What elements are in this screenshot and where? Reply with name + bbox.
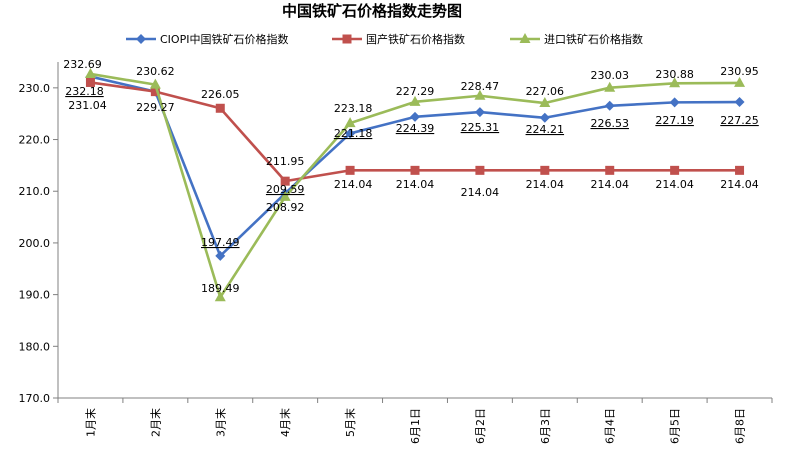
x-tick-label: 4月末 (278, 408, 292, 437)
data-point-square (735, 165, 745, 175)
legend-item-2: 进口铁矿石价格指数 (510, 32, 643, 46)
data-label: 228.47 (461, 80, 500, 93)
y-tick-label: 210.0 (19, 185, 51, 198)
data-label: 229.27 (136, 101, 175, 114)
data-labels: 232.18 229.27 197.49 209.59 221.18 224.39 225.… (63, 58, 759, 295)
data-label: 214.04 (526, 178, 565, 191)
x-tick-label: 3月末 (213, 408, 227, 437)
data-point-diamond (136, 34, 146, 44)
data-label: 197.49 (201, 236, 240, 249)
data-point-triangle (734, 76, 746, 87)
data-point-triangle (344, 117, 356, 128)
legend-label: 进口铁矿石价格指数 (544, 32, 643, 46)
data-label: 208.92 (266, 201, 305, 214)
x-tick-label: 2月末 (148, 408, 162, 437)
data-point-triangle (604, 81, 616, 92)
data-point-square (342, 34, 352, 44)
data-point-square (475, 165, 485, 175)
data-point-triangle (539, 97, 551, 108)
series-1 (85, 77, 745, 186)
data-label: 227.29 (396, 85, 435, 98)
y-tick-label: 230.0 (19, 82, 51, 95)
data-point-diamond (669, 97, 680, 108)
data-label: 232.69 (63, 58, 102, 71)
legend-item-0: CIOPI中国铁矿石价格指数 (126, 32, 288, 46)
data-point-square (345, 165, 355, 175)
data-label: 224.39 (396, 122, 435, 135)
data-point-square (85, 77, 95, 87)
data-label: 225.31 (461, 121, 500, 134)
x-tick-label: 6月5日 (669, 408, 682, 444)
data-point-diamond (215, 250, 226, 261)
data-label: 214.04 (655, 178, 694, 191)
data-label: 224.21 (526, 123, 565, 136)
data-label: 214.04 (334, 178, 373, 191)
data-point-triangle (214, 291, 226, 302)
data-label: 189.49 (201, 282, 240, 295)
data-point-diamond (539, 112, 550, 123)
data-label: 230.88 (655, 68, 694, 81)
chart-title: 中国铁矿石价格指数走势图 (282, 2, 462, 20)
data-label: 211.95 (266, 155, 305, 168)
data-label: 232.18 (65, 85, 104, 98)
series-2 (84, 67, 746, 302)
data-label: 226.53 (590, 117, 629, 130)
data-label: 223.18 (334, 102, 373, 115)
data-point-diamond (410, 111, 420, 122)
data-point-triangle (409, 95, 421, 106)
legend-label: 国产铁矿石价格指数 (366, 32, 465, 46)
y-tick-label: 200.0 (19, 237, 51, 250)
x-tick-label: 6月4日 (604, 408, 617, 444)
data-point-square (410, 165, 420, 175)
legend: CIOPI中国铁矿石价格指数 国产铁矿石价格指数 进口铁矿石价格指数 (126, 32, 643, 46)
data-point-triangle (669, 77, 681, 88)
legend-item-1: 国产铁矿石价格指数 (332, 32, 465, 46)
legend-label: CIOPI中国铁矿石价格指数 (160, 32, 288, 46)
data-point-square (280, 176, 290, 186)
data-point-triangle (149, 78, 161, 89)
x-tick-label: 6月8日 (734, 408, 747, 444)
data-point-square (150, 87, 160, 97)
data-point-diamond (345, 128, 356, 139)
data-label: 209.59 (266, 183, 305, 196)
data-point-square (540, 165, 550, 175)
data-label: 227.06 (526, 85, 565, 98)
data-point-square (605, 165, 615, 175)
x-tick-label: 6月1日 (409, 408, 422, 444)
x-tick-label: 1月末 (83, 408, 97, 437)
x-tick-label: 5月末 (343, 408, 357, 437)
data-point-square (670, 165, 680, 175)
data-label: 226.05 (201, 88, 240, 101)
data-label: 214.04 (590, 178, 629, 191)
data-point-diamond (604, 100, 615, 111)
data-label: 230.62 (136, 65, 175, 78)
y-tick-label: 220.0 (19, 134, 51, 147)
y-tick-label: 190.0 (19, 289, 51, 302)
y-tick-label: 180.0 (19, 340, 51, 353)
data-label: 214.04 (720, 178, 759, 191)
data-label: 227.19 (655, 114, 694, 127)
y-tick-label: 170.0 (19, 392, 51, 405)
data-label: 231.04 (68, 99, 107, 112)
data-point-triangle (474, 89, 486, 100)
x-tick-label: 6月2日 (474, 408, 487, 444)
data-point-triangle (519, 33, 531, 43)
data-label: 230.03 (590, 69, 629, 82)
axes: 170.0 180.0 190.0 200.0 210.0 220.0 230.0 1月末 2月… (19, 62, 773, 444)
data-label: 214.04 (396, 178, 435, 191)
data-point-square (215, 103, 225, 113)
data-point-triangle (279, 190, 291, 201)
data-point-triangle (84, 67, 96, 78)
series-group (84, 67, 746, 302)
data-label: 227.25 (720, 114, 759, 127)
data-label: 221.18 (334, 127, 373, 140)
data-point-diamond (734, 97, 745, 108)
data-point-diamond (474, 107, 485, 118)
x-tick-label: 6月3日 (539, 408, 552, 444)
data-label: 230.95 (720, 65, 759, 78)
data-label: 214.04 (461, 186, 500, 199)
